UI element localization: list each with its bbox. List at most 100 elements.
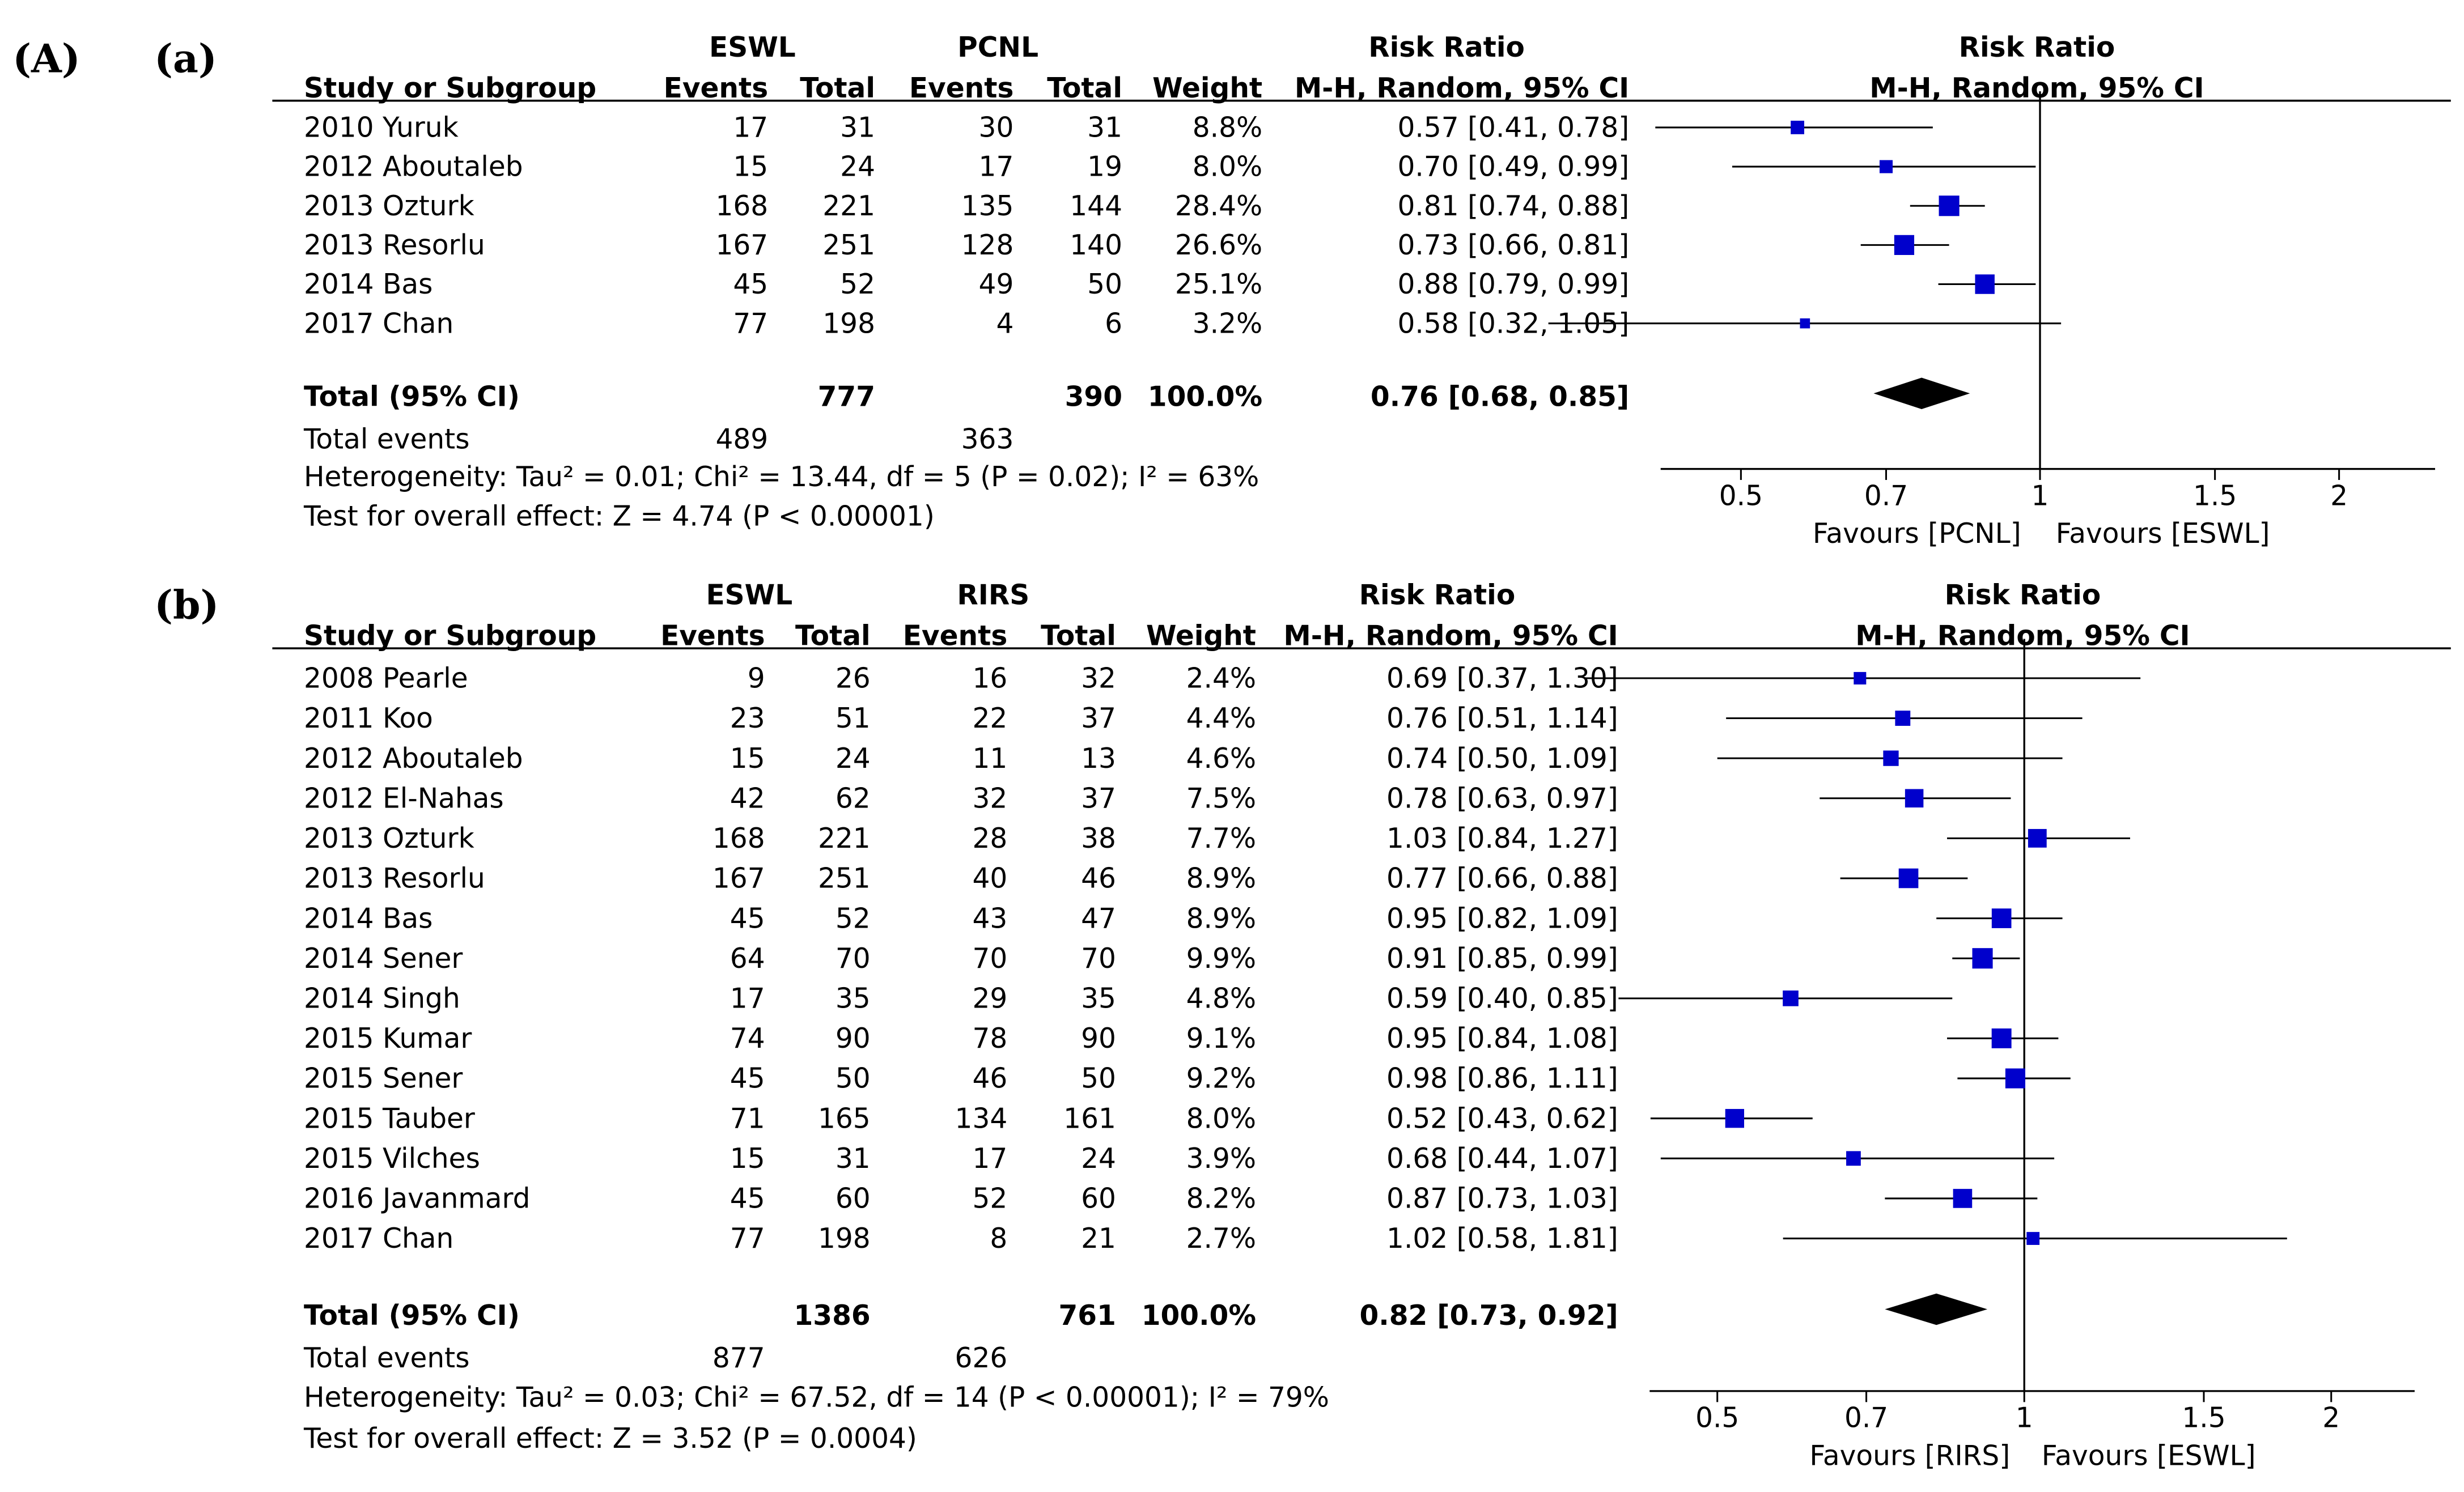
- group-header-control: PCNL: [957, 32, 1038, 63]
- total-n-ctl: 761: [1058, 1300, 1116, 1332]
- study-rr-ci: 0.81 [0.74, 0.88]: [1397, 190, 1629, 222]
- point-estimate-marker: [2028, 828, 2047, 848]
- risk-ratio-header: Risk Ratio: [1359, 579, 1516, 611]
- plot-header-rr-method: M-H, Random, 95% CI: [1855, 620, 2190, 652]
- x-tick-label: 0.5: [1695, 1402, 1739, 1434]
- total-ctl: 13: [1081, 743, 1116, 775]
- col-header-study: Study or Subgroup: [304, 73, 596, 104]
- events-ctl: 22: [972, 703, 1007, 734]
- total-exp: 31: [840, 112, 875, 144]
- study-name: 2017 Chan: [304, 1223, 453, 1255]
- x-tick-label: 1.5: [2182, 1402, 2225, 1434]
- events-exp: 167: [715, 229, 768, 261]
- panel-label: (b): [154, 582, 219, 628]
- study-rr-ci: 0.73 [0.66, 0.81]: [1397, 229, 1629, 261]
- total-exp: 24: [840, 151, 875, 183]
- x-tick-label: 0.5: [1719, 480, 1763, 512]
- total-weight: 100.0%: [1148, 381, 1262, 413]
- study-weight: 8.0%: [1186, 1103, 1256, 1134]
- point-estimate-marker: [1991, 1028, 2012, 1048]
- overall-effect-test: Test for overall effect: Z = 4.74 (P < 0…: [303, 501, 935, 533]
- total-ctl: 161: [1063, 1103, 1116, 1134]
- study-weight: 8.2%: [1186, 1183, 1256, 1215]
- col-header-events-exp: Events: [660, 620, 765, 652]
- events-ctl: 8: [990, 1223, 1007, 1255]
- col-header-study: Study or Subgroup: [304, 620, 596, 652]
- total-exp: 24: [836, 743, 871, 775]
- total-ctl: 37: [1081, 783, 1116, 814]
- total-exp: 251: [822, 229, 875, 261]
- events-ctl: 16: [972, 663, 1007, 695]
- favours-right-label: Favours [ESWL]: [2042, 1440, 2256, 1472]
- point-estimate-marker: [1991, 908, 2012, 928]
- events-ctl: 46: [972, 1063, 1007, 1095]
- events-exp: 17: [730, 983, 765, 1015]
- total-ctl: 70: [1081, 943, 1116, 975]
- events-exp: 167: [713, 863, 765, 895]
- study-weight: 4.8%: [1186, 983, 1256, 1015]
- study-rr-ci: 0.95 [0.82, 1.09]: [1386, 903, 1618, 934]
- total-exp: 198: [822, 308, 875, 339]
- study-rr-ci: 0.98 [0.86, 1.11]: [1386, 1063, 1618, 1095]
- study-weight: 3.9%: [1186, 1143, 1256, 1175]
- events-ctl: 28: [972, 823, 1007, 855]
- favours-left-label: Favours [RIRS]: [1809, 1440, 2010, 1472]
- total-label: Total (95% CI): [304, 1300, 520, 1332]
- events-exp: 168: [713, 823, 765, 855]
- study-weight: 26.6%: [1175, 229, 1262, 261]
- heterogeneity-stats: Heterogeneity: Tau² = 0.01; Chi² = 13.44…: [304, 461, 1259, 493]
- study-rr-ci: 0.52 [0.43, 0.62]: [1386, 1103, 1618, 1134]
- total-ctl: 46: [1081, 863, 1116, 895]
- total-exp: 52: [840, 269, 875, 300]
- events-ctl: 43: [972, 903, 1007, 934]
- events-exp: 23: [730, 703, 765, 734]
- total-ctl: 37: [1081, 703, 1116, 734]
- total-events-exp: 877: [713, 1342, 765, 1374]
- study-weight: 3.2%: [1193, 308, 1262, 339]
- total-exp: 52: [836, 903, 871, 934]
- total-ctl: 50: [1087, 269, 1122, 300]
- total-exp: 90: [836, 1023, 871, 1055]
- events-ctl: 17: [979, 151, 1014, 183]
- study-name: 2010 Yuruk: [304, 112, 459, 144]
- events-ctl: 32: [972, 783, 1007, 814]
- total-ctl: 24: [1081, 1143, 1116, 1175]
- study-rr-ci: 0.95 [0.84, 1.08]: [1386, 1023, 1618, 1055]
- events-exp: 71: [730, 1103, 765, 1134]
- study-weight: 8.8%: [1193, 112, 1262, 144]
- point-estimate-marker: [1725, 1109, 1744, 1128]
- events-ctl: 70: [972, 943, 1007, 975]
- events-ctl: 17: [972, 1143, 1007, 1175]
- col-header-weight: Weight: [1146, 620, 1256, 652]
- total-label: Total (95% CI): [304, 381, 520, 413]
- study-name: 2015 Vilches: [304, 1143, 480, 1175]
- pooled-diamond: [1873, 377, 1970, 410]
- total-exp: 70: [836, 943, 871, 975]
- point-estimate-marker: [2026, 1232, 2040, 1245]
- study-weight: 2.4%: [1186, 663, 1256, 695]
- total-ctl: 60: [1081, 1183, 1116, 1215]
- events-ctl: 135: [961, 190, 1014, 222]
- point-estimate-marker: [1972, 948, 1993, 969]
- study-weight: 28.4%: [1175, 190, 1262, 222]
- col-header-total-exp: Total: [795, 620, 871, 652]
- point-estimate-marker: [1894, 235, 1915, 255]
- total-ctl: 6: [1105, 308, 1122, 339]
- study-name: 2013 Resorlu: [304, 863, 485, 895]
- study-rr-ci: 0.74 [0.50, 1.09]: [1386, 743, 1618, 775]
- events-exp: 45: [730, 1183, 765, 1215]
- point-estimate-marker: [1800, 318, 1810, 329]
- point-estimate-marker: [1846, 1151, 1861, 1166]
- risk-ratio-header: Risk Ratio: [1368, 32, 1525, 63]
- x-tick-label: 0.7: [1864, 480, 1908, 512]
- events-ctl: 4: [996, 308, 1013, 339]
- study-name: 2015 Tauber: [304, 1103, 475, 1134]
- study-name: 2013 Ozturk: [304, 190, 474, 222]
- col-header-events-exp: Events: [664, 73, 769, 104]
- col-header-total-exp: Total: [800, 73, 875, 104]
- total-ctl: 47: [1081, 903, 1116, 934]
- events-exp: 17: [733, 112, 768, 144]
- total-weight: 100.0%: [1142, 1300, 1256, 1332]
- study-name: 2014 Bas: [304, 903, 432, 934]
